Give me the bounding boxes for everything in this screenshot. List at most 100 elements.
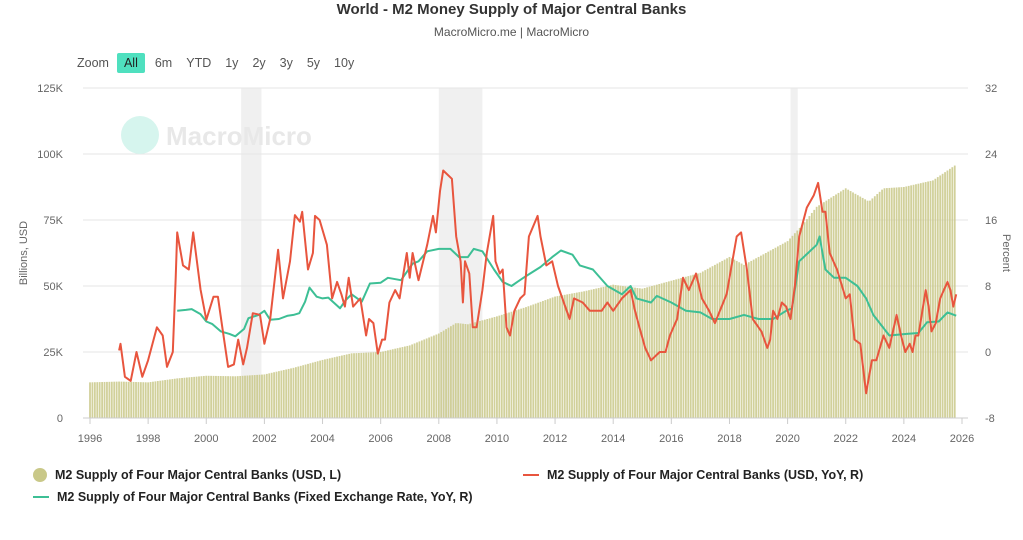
- bar: [818, 205, 820, 418]
- bar: [803, 222, 806, 418]
- bar: [832, 196, 835, 418]
- legend-item-usd-yoy[interactable]: M2 Supply of Four Major Central Banks (U…: [523, 468, 863, 482]
- bar: [823, 202, 825, 418]
- bar: [600, 287, 602, 418]
- bar: [309, 363, 312, 418]
- bar: [217, 375, 220, 418]
- bar: [900, 187, 903, 418]
- bar: [304, 364, 307, 418]
- bar: [505, 313, 508, 418]
- bar: [399, 347, 401, 418]
- bar: [607, 285, 610, 418]
- bar: [663, 282, 665, 418]
- bar: [130, 381, 133, 418]
- bar: [781, 243, 784, 418]
- legend-item-usd-level[interactable]: M2 Supply of Four Major Central Banks (U…: [33, 468, 341, 482]
- zoom-3y-button[interactable]: 3y: [279, 56, 293, 70]
- bar: [629, 286, 632, 418]
- zoom-ytd-button[interactable]: YTD: [186, 56, 212, 70]
- bar: [808, 216, 811, 418]
- zoom-1y-button[interactable]: 1y: [225, 56, 239, 70]
- bar: [357, 352, 360, 418]
- bar: [379, 352, 382, 418]
- bar: [496, 316, 498, 418]
- bar: [241, 375, 244, 418]
- bar: [486, 319, 489, 418]
- bar: [738, 262, 741, 418]
- bar: [101, 382, 104, 418]
- bar: [605, 286, 607, 418]
- bar: [847, 189, 850, 418]
- bar: [142, 382, 145, 418]
- bar: [658, 284, 661, 418]
- legend-marker-line: [33, 496, 49, 498]
- zoom-6m-button[interactable]: 6m: [154, 56, 173, 70]
- bar: [144, 382, 147, 418]
- bar: [542, 300, 544, 418]
- bar: [704, 270, 707, 418]
- bar: [440, 332, 443, 418]
- usd-yoy-line: [118, 169, 958, 395]
- bar: [215, 375, 217, 418]
- bar: [852, 192, 854, 418]
- bar: [588, 290, 590, 418]
- y-right-axis-title: Percent: [1000, 234, 1012, 272]
- bar: [522, 307, 525, 418]
- bar: [227, 376, 229, 418]
- bar: [462, 323, 464, 418]
- bar: [236, 376, 239, 418]
- bar: [876, 194, 879, 418]
- x-tick-label: 2010: [485, 433, 509, 445]
- legend-item-fixed-fx-yoy[interactable]: M2 Supply of Four Major Central Banks (F…: [33, 490, 473, 504]
- zoom-5y-button[interactable]: 5y: [306, 56, 321, 70]
- zoom-2y-button[interactable]: 2y: [252, 56, 266, 70]
- bar: [350, 353, 353, 418]
- bar: [450, 326, 452, 418]
- bar: [910, 185, 913, 418]
- bar: [733, 259, 736, 418]
- bar: [641, 288, 644, 418]
- bar: [672, 280, 675, 418]
- bar: [202, 375, 205, 418]
- bar: [512, 310, 515, 418]
- bar: [539, 301, 542, 418]
- bar: [740, 263, 743, 418]
- chart-title: World - M2 Money Supply of Major Central…: [336, 1, 687, 18]
- bar: [161, 380, 164, 418]
- bar: [888, 187, 891, 418]
- zoom-all-button[interactable]: All: [116, 53, 145, 73]
- bar: [583, 291, 586, 418]
- bar: [699, 272, 702, 418]
- bar: [382, 351, 384, 418]
- bar: [481, 320, 484, 418]
- bar: [474, 322, 477, 418]
- x-tick-label: 2012: [543, 433, 567, 445]
- bar: [714, 264, 716, 418]
- bar: [137, 382, 140, 418]
- bar: [156, 381, 159, 418]
- bar: [418, 341, 421, 418]
- bar: [437, 333, 440, 418]
- bar: [796, 230, 799, 418]
- bar: [294, 367, 297, 418]
- bar: [89, 382, 91, 418]
- bar: [871, 198, 874, 418]
- bar: [336, 356, 338, 418]
- bar: [171, 379, 174, 418]
- bar: [929, 180, 932, 418]
- bar: [423, 339, 426, 418]
- bar: [113, 381, 116, 418]
- bar: [401, 347, 404, 418]
- bar: [578, 292, 581, 418]
- bar: [590, 289, 593, 418]
- bar: [677, 278, 680, 418]
- bar: [697, 273, 699, 418]
- bar: [609, 285, 612, 418]
- bar: [394, 348, 397, 418]
- bar: [152, 381, 154, 418]
- zoom-10y-button[interactable]: 10y: [334, 56, 355, 70]
- bar: [425, 338, 428, 418]
- y-right-tick-label: 24: [985, 149, 997, 161]
- bar: [280, 370, 283, 418]
- bar: [178, 378, 181, 418]
